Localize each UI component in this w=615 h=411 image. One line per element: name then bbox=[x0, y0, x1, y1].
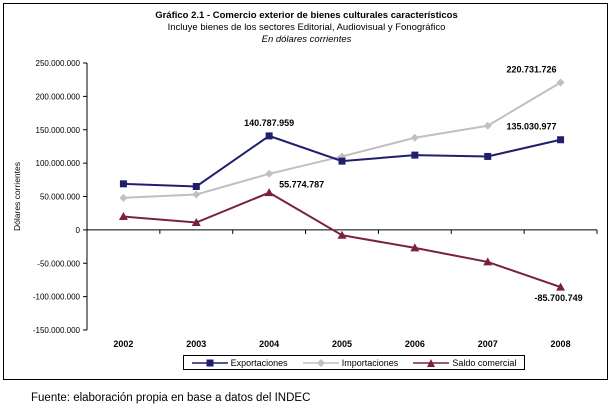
y-tick-label: -150.000.000 bbox=[33, 326, 81, 335]
data-label: 135.030.977 bbox=[507, 122, 557, 132]
data-point-saldo-comercial bbox=[483, 257, 493, 266]
legend-label-importaciones: Importaciones bbox=[341, 357, 399, 368]
series-line-importaciones bbox=[123, 81, 562, 199]
data-point-saldo-comercial bbox=[191, 218, 201, 227]
data-point-saldo-comercial bbox=[410, 243, 420, 252]
data-point-exportaciones bbox=[557, 136, 565, 144]
chart-subtitle-units: En dólares corrientes bbox=[261, 34, 352, 45]
x-tick-label: 2008 bbox=[551, 339, 571, 349]
y-tick-label: 0 bbox=[76, 226, 81, 235]
data-point-importaciones bbox=[119, 193, 128, 202]
chart-subtitle: Incluye bienes de los sectores Editorial… bbox=[167, 22, 446, 33]
data-point-saldo-comercial bbox=[264, 188, 274, 197]
data-point-exportaciones bbox=[338, 157, 346, 165]
x-tick-label: 2006 bbox=[405, 339, 425, 349]
data-point-exportaciones bbox=[265, 132, 273, 140]
data-label: 140.787.959 bbox=[244, 118, 294, 128]
legend-swatch-exportaciones bbox=[191, 359, 228, 366]
data-point-importaciones bbox=[410, 133, 419, 142]
data-point-importaciones bbox=[265, 169, 274, 178]
y-tick-label: 50.000.000 bbox=[40, 193, 81, 202]
y-tick-label: -100.000.000 bbox=[33, 293, 81, 302]
data-point-importaciones bbox=[192, 190, 201, 199]
chart-title-block: Gráfico 2.1 - Comercio exterior de biene… bbox=[4, 10, 609, 46]
legend-item-importaciones: Importaciones bbox=[302, 357, 399, 368]
data-label: 55.774.787 bbox=[279, 180, 324, 190]
y-tick-label: 150.000.000 bbox=[36, 126, 81, 135]
y-tick-label: 100.000.000 bbox=[36, 159, 81, 168]
legend-item-exportaciones: Exportaciones bbox=[191, 357, 288, 368]
data-point-importaciones bbox=[483, 121, 492, 130]
y-tick-label: 250.000.000 bbox=[36, 59, 81, 68]
data-label: 220.731.726 bbox=[507, 65, 557, 75]
y-tick-label: -50.000.000 bbox=[37, 259, 80, 268]
legend-item-saldo-comercial: Saldo comercial bbox=[413, 358, 516, 368]
x-tick-label: 2007 bbox=[478, 339, 498, 349]
source-note: Fuente: elaboración propia en base a dat… bbox=[31, 392, 311, 404]
legend-swatch-importaciones bbox=[302, 358, 339, 367]
legend-swatch-saldo-comercial bbox=[413, 358, 450, 367]
chart-legend: Exportaciones Importaciones Saldo comerc… bbox=[183, 355, 525, 370]
data-point-exportaciones bbox=[411, 151, 419, 159]
data-point-exportaciones bbox=[192, 182, 200, 190]
x-tick-label: 2004 bbox=[259, 339, 279, 349]
data-point-exportaciones bbox=[484, 152, 492, 160]
y-axis-label: Dólares corrientes bbox=[12, 162, 22, 231]
data-point-saldo-comercial bbox=[556, 282, 566, 291]
series-line-saldo-comercial bbox=[123, 191, 561, 289]
x-tick-label: 2005 bbox=[332, 339, 352, 349]
data-point-saldo-comercial bbox=[337, 230, 347, 239]
chart-title: Gráfico 2.1 - Comercio exterior de biene… bbox=[155, 10, 458, 21]
x-tick-label: 2002 bbox=[113, 339, 133, 349]
x-tick-label: 2003 bbox=[186, 339, 206, 349]
legend-label-saldo-comercial: Saldo comercial bbox=[452, 357, 517, 368]
data-point-exportaciones bbox=[119, 180, 127, 188]
data-label: -85.700.749 bbox=[535, 293, 583, 303]
chart-frame: Gráfico 2.1 - Comercio exterior de biene… bbox=[3, 3, 608, 380]
y-tick-label: 200.000.000 bbox=[36, 92, 81, 101]
legend-label-exportaciones: Exportaciones bbox=[230, 357, 288, 368]
data-point-saldo-comercial bbox=[118, 212, 128, 221]
data-point-importaciones bbox=[556, 78, 565, 87]
